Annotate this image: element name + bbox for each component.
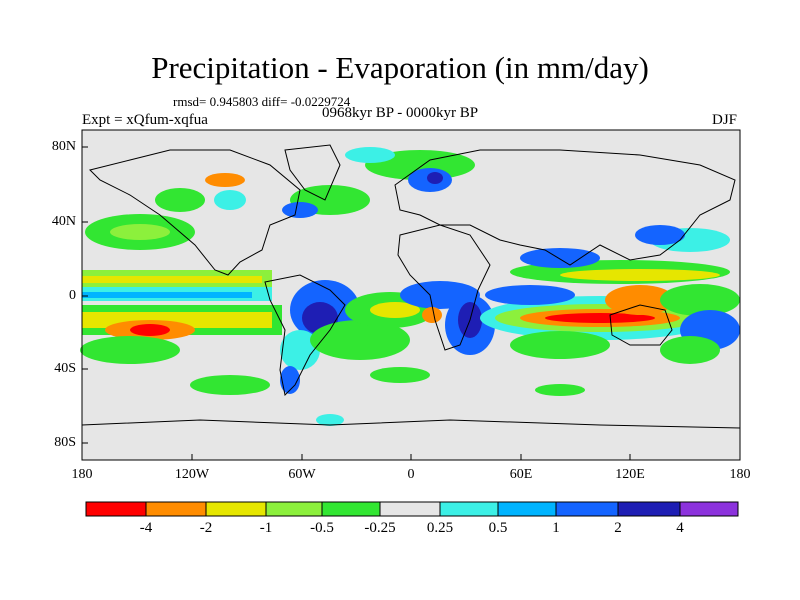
coastlines xyxy=(81,144,741,429)
lon-label-180e: 180 xyxy=(729,467,751,482)
colorbar-swatch-8 xyxy=(497,501,557,517)
colorbar xyxy=(85,501,739,517)
colorbar-label-3: -1 xyxy=(259,520,273,536)
colorbar-swatch-2 xyxy=(145,501,207,517)
pe-field xyxy=(80,147,740,426)
colorbar-label-10: 4 xyxy=(676,520,684,536)
colorbar-swatch-6 xyxy=(379,501,441,517)
lon-label-180w: 180 xyxy=(71,467,93,482)
map-title: Precipitation - Evaporation (in mm/day) xyxy=(151,50,649,85)
lat-label-80s: 80S xyxy=(54,435,76,450)
colorbar-swatch-10 xyxy=(617,501,681,517)
colorbar-label-2: -2 xyxy=(199,520,213,536)
colorbar-swatch-7 xyxy=(439,501,499,517)
colorbar-swatch-3 xyxy=(205,501,267,517)
lon-label-0: 0 xyxy=(407,467,415,482)
axis-ticks xyxy=(81,146,741,460)
colorbar-label-8: 1 xyxy=(552,520,560,536)
lon-label-120e: 120E xyxy=(615,467,645,482)
lat-label-eq: 0 xyxy=(69,288,76,303)
colorbar-swatch-11 xyxy=(679,501,739,517)
lon-label-120w: 120W xyxy=(174,467,210,482)
colorbar-label-9: 2 xyxy=(614,520,622,536)
colorbar-label-7: 0.5 xyxy=(488,520,508,536)
colorbar-label-5: -0.25 xyxy=(364,520,396,536)
rmsd-diff-stats: rmsd= 0.945803 diff= -0.0229724 xyxy=(173,94,351,109)
time-period: 0968kyr BP - 0000kyr BP xyxy=(322,105,479,121)
lat-label-40s: 40S xyxy=(54,361,76,376)
colorbar-label-4: -0.5 xyxy=(310,520,334,536)
season-label: DJF xyxy=(712,112,738,128)
lon-label-60w: 60W xyxy=(288,467,316,482)
lat-label-80n: 80N xyxy=(51,139,76,154)
lat-label-40n: 40N xyxy=(51,214,76,229)
colorbar-label-1: -4 xyxy=(139,520,153,536)
colorbar-label-6: 0.25 xyxy=(426,520,454,536)
colorbar-swatch-4 xyxy=(265,501,323,517)
colorbar-swatch-9 xyxy=(555,501,619,517)
colorbar-swatch-5 xyxy=(321,501,381,517)
lon-label-60e: 60E xyxy=(509,467,533,482)
colorbar-swatch-1 xyxy=(85,501,147,517)
experiment-label: Expt = xQfum-xqfua xyxy=(82,112,208,128)
